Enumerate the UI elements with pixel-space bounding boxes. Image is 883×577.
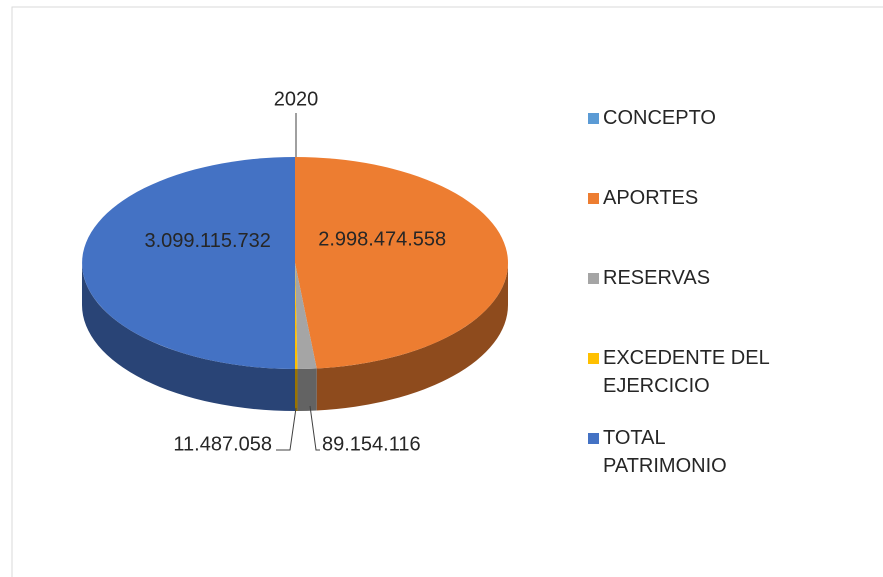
slice xyxy=(295,157,508,369)
legend-swatch xyxy=(588,353,599,364)
slice xyxy=(294,263,298,369)
leader-line xyxy=(309,405,320,451)
legend-item: RESERVAS xyxy=(588,264,848,344)
slice-side xyxy=(316,263,509,411)
leader-line xyxy=(276,407,297,451)
legend-swatch xyxy=(588,433,599,444)
legend-label: APORTES xyxy=(603,187,699,209)
legend-label: RESERVAS xyxy=(603,267,711,289)
legend-item: CONCEPTO xyxy=(588,104,848,184)
slice-side xyxy=(297,368,317,411)
data-label: 3.099.115.732 xyxy=(144,230,270,252)
slice xyxy=(82,157,295,369)
chart-border xyxy=(11,6,883,577)
data-label: 11.487.058 xyxy=(173,433,272,455)
data-label: 2020 xyxy=(274,88,319,110)
legend-swatch xyxy=(588,113,599,124)
legend-label: CONCEPTO xyxy=(603,107,716,129)
legend-swatch xyxy=(588,273,599,284)
legend-item: APORTES xyxy=(588,184,848,264)
legend-label: TOTAL PATRIMONIO xyxy=(603,427,727,477)
legend-item: EXCEDENTE DEL EJERCICIO xyxy=(588,344,848,424)
legend: CONCEPTO APORTES RESERVAS EXCEDENTE DEL EJE… xyxy=(588,104,848,504)
data-label: 2.998.474.558 xyxy=(318,228,446,250)
slice-side xyxy=(294,368,298,411)
legend-label: EXCEDENTE DEL EJERCICIO xyxy=(603,347,769,397)
slice xyxy=(295,263,317,369)
slice-side xyxy=(82,263,295,411)
legend-item: TOTAL PATRIMONIO xyxy=(588,424,848,504)
data-label: 89.154.116 xyxy=(322,433,421,455)
legend-swatch xyxy=(588,193,599,204)
